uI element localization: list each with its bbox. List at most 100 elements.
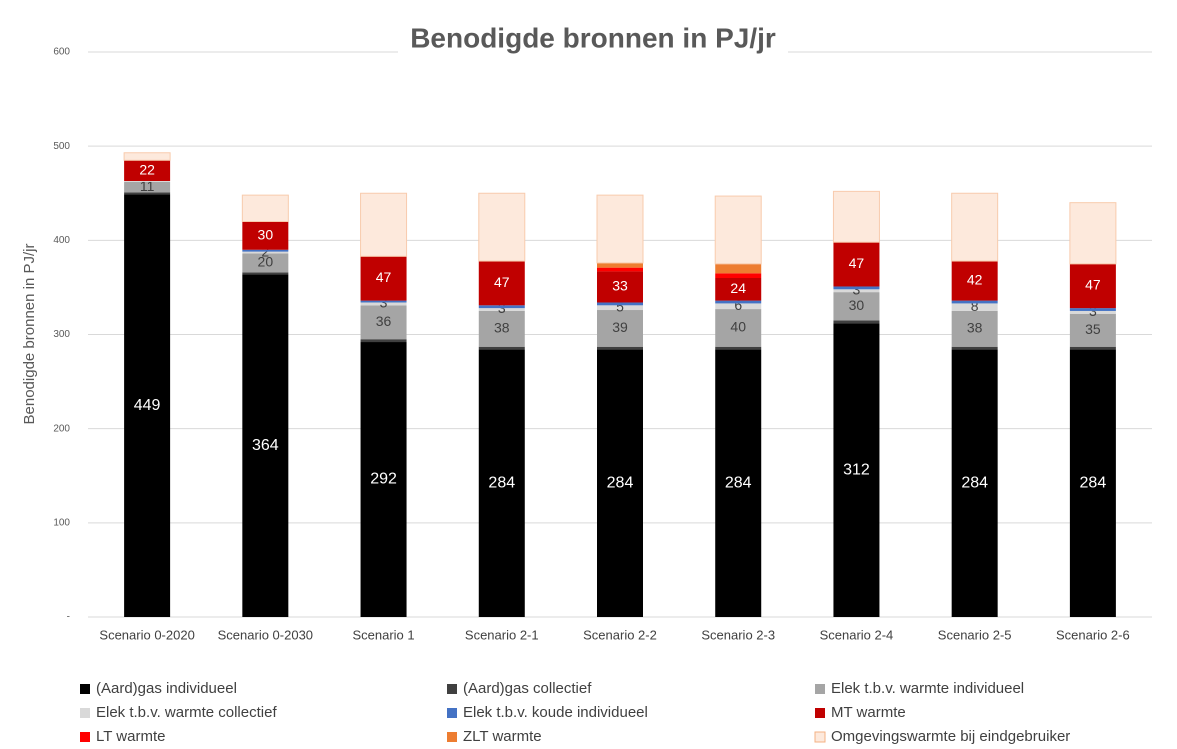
bar-segment (124, 181, 171, 193)
bar-segment (360, 192, 408, 257)
data-label: 24 (730, 280, 746, 296)
data-label: 20 (258, 254, 274, 270)
data-label: 42 (967, 272, 983, 288)
bar-segment (1069, 310, 1116, 314)
bar-segment (715, 309, 762, 347)
bar-segment (1069, 349, 1116, 617)
bar-segment (597, 302, 643, 306)
bar-segment (833, 289, 880, 293)
bar-segment (715, 346, 762, 350)
legend-swatch (80, 732, 90, 742)
data-label: 312 (843, 461, 870, 478)
bar-segment (951, 303, 998, 311)
x-tick-label: Scenario 1 (352, 627, 414, 642)
bar-segment (478, 192, 526, 262)
bar-segment (833, 242, 880, 287)
legend-label: MT warmte (831, 704, 906, 721)
legend-label: ZLT warmte (463, 728, 542, 745)
x-tick-label: Scenario 2-1 (465, 627, 539, 642)
bar-segment (241, 194, 289, 222)
data-label: 292 (370, 471, 397, 488)
x-tick-label: Scenario 2-6 (1056, 627, 1130, 642)
data-label: 30 (258, 226, 274, 242)
legend-label: Elek t.b.v. warmte individueel (831, 680, 1024, 697)
data-label: 3 (853, 281, 861, 297)
bar-segment (1069, 346, 1116, 350)
bar-segment (124, 192, 171, 195)
bar-segment (951, 192, 999, 262)
bar-segment (124, 160, 171, 182)
bar-segment (360, 342, 407, 617)
bar-segment (597, 346, 643, 350)
bar-segment (360, 339, 407, 343)
data-label: 284 (725, 475, 752, 492)
x-tick-label: Scenario 0-2020 (99, 627, 194, 642)
x-tick-label: Scenario 2-3 (701, 627, 775, 642)
data-label: 5 (616, 298, 624, 314)
data-label: 3 (498, 300, 506, 316)
bar-segment (478, 349, 525, 617)
data-label: 47 (849, 255, 865, 271)
bar-segment (242, 274, 289, 617)
bar-segment (833, 286, 880, 290)
bar-segment (242, 221, 289, 250)
bar-segment (242, 253, 289, 273)
bar-segment (832, 190, 880, 243)
bar-segment (833, 320, 880, 324)
x-tick-label: Scenario 2-5 (938, 627, 1012, 642)
y-tick-label: 100 (53, 517, 70, 528)
x-tick-label: Scenario 2-2 (583, 627, 657, 642)
bar-segment (478, 310, 525, 347)
bar-segment (951, 349, 998, 617)
bar-segment (597, 349, 643, 617)
bar-segment (1069, 308, 1116, 311)
bar-segment (242, 249, 289, 252)
bar-segment (714, 195, 762, 265)
data-label: 47 (494, 274, 510, 290)
bar-segment (124, 194, 171, 618)
y-tick-label: 400 (53, 235, 70, 246)
bar-segment (597, 305, 643, 311)
data-label: 36 (376, 313, 392, 329)
bar-segment (123, 152, 171, 161)
legend-swatch (815, 684, 825, 694)
data-label: 449 (134, 397, 161, 414)
legend-swatch (447, 732, 457, 742)
y-tick-label: - (67, 612, 70, 623)
data-label: 35 (1085, 321, 1101, 337)
bar-segment (478, 308, 525, 311)
legend-label: Omgevingswarmte bij eindgebruiker (831, 728, 1070, 745)
title-backdrop (398, 18, 788, 62)
y-tick-label: 600 (53, 47, 70, 58)
bar-segment (715, 273, 762, 278)
bar-segment (597, 271, 643, 303)
data-label: 284 (488, 475, 515, 492)
data-label: 6 (734, 297, 742, 313)
data-label: 38 (967, 320, 983, 336)
y-tick-label: 300 (53, 329, 70, 340)
bar-segment (242, 251, 289, 254)
bar-segment (597, 262, 643, 268)
bar-segment (715, 278, 762, 301)
bar-segment (1069, 263, 1116, 309)
data-label: 284 (961, 475, 988, 492)
bar-segment (360, 300, 407, 303)
bar-segment (597, 267, 643, 272)
data-label: 22 (139, 161, 155, 177)
data-label: 47 (1085, 277, 1101, 293)
bar-segment (715, 303, 762, 310)
y-axis-label: Benodigde bronnen in PJ/jr (21, 244, 38, 425)
data-label: 364 (252, 437, 279, 454)
y-tick-label: 500 (53, 141, 70, 152)
bar-segment (951, 346, 998, 350)
bar-segment (951, 300, 998, 304)
legend-label: (Aard)gas individueel (96, 680, 237, 697)
data-label: 8 (971, 298, 979, 314)
data-label: 40 (730, 319, 746, 335)
legend-swatch (80, 708, 90, 718)
bar-segment (715, 263, 762, 274)
legend-swatch (447, 708, 457, 718)
data-label: 47 (376, 269, 392, 285)
x-tick-label: Scenario 0-2030 (218, 627, 313, 642)
